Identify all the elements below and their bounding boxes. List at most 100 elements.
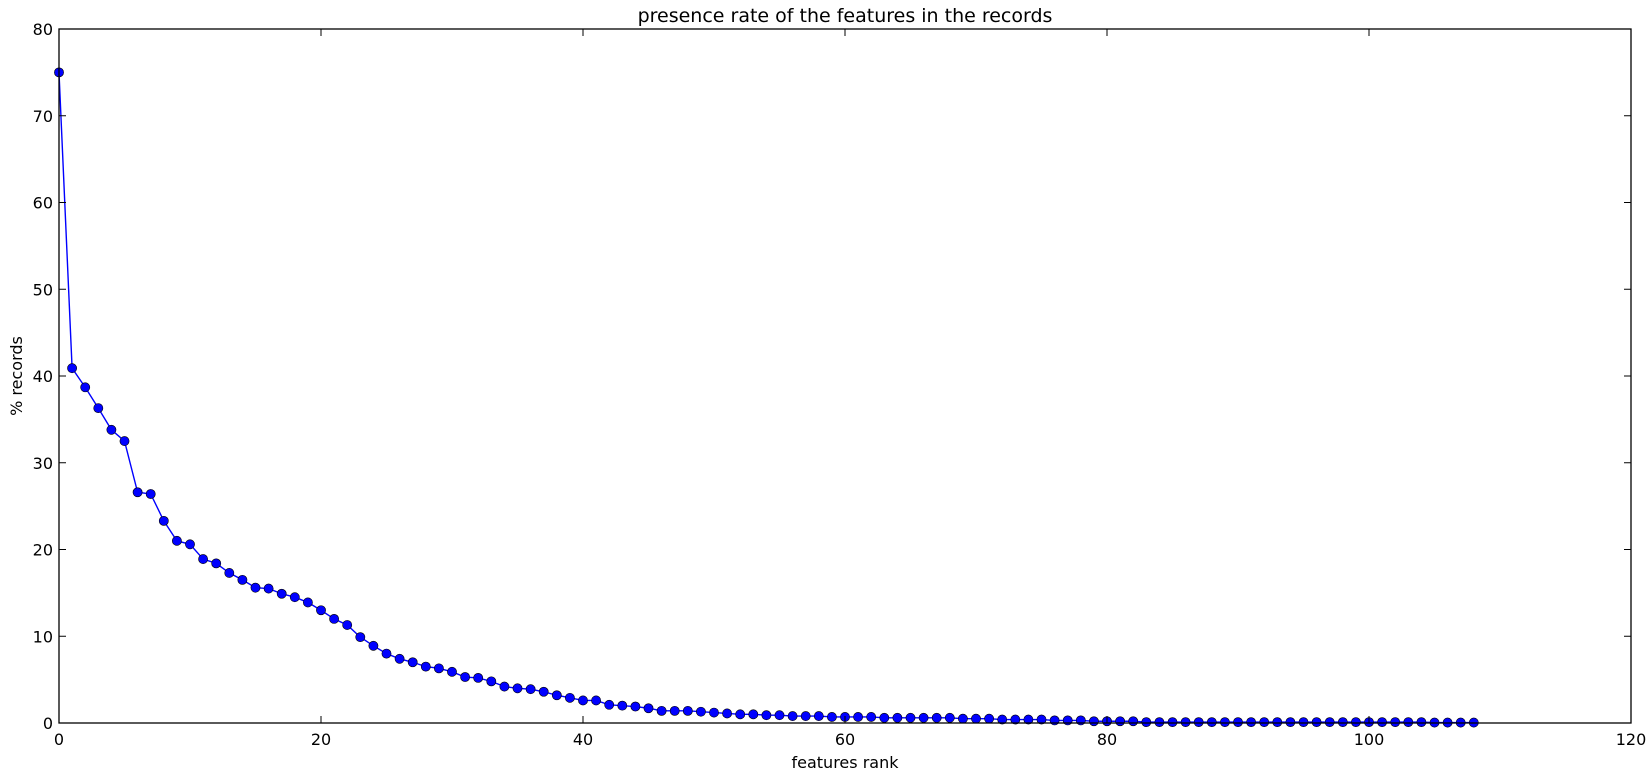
data-point [1180,717,1191,728]
data-point [984,713,994,724]
data-point [1324,717,1335,728]
y-tick-label: 20 [33,541,53,560]
data-point [1377,717,1387,728]
x-tick-label: 40 [573,730,593,749]
x-tick-label: 120 [1616,730,1647,749]
data-point [722,708,732,719]
data-point [250,582,261,593]
data-point [735,709,746,720]
data-point [1010,714,1021,725]
data-point [381,648,392,659]
data-point [879,712,890,723]
chart-title: presence rate of the features in the rec… [638,5,1053,27]
data-point [171,535,182,546]
data-point [696,706,706,717]
x-tick-label: 80 [1097,730,1117,749]
x-tick-label: 100 [1354,730,1385,749]
data-point [578,695,588,706]
data-point [1206,717,1217,728]
series-line [58,72,1474,724]
data-point [329,614,339,624]
data-point [132,487,143,498]
data-point [447,666,457,677]
data-point [1193,717,1204,728]
data-point [1390,717,1401,728]
data-point [604,699,615,710]
y-tick-label: 30 [33,454,53,473]
x-axis: 0 20 40 60 80 100 120 [54,29,1646,749]
data-point [1403,717,1414,728]
data-point [394,653,405,664]
data-point [93,403,104,413]
data-point [289,592,300,603]
data-point [944,712,955,723]
data-point [565,692,575,703]
data-point [211,558,222,569]
y-tick-label: 10 [33,627,53,646]
data-point [1220,717,1230,728]
data-point [302,597,313,608]
y-axis-label: % records [7,336,26,416]
data-point [1089,716,1099,727]
data-point [1337,717,1348,728]
data-point [1351,717,1361,728]
y-tick-label: 70 [33,107,53,126]
data-point [263,583,274,594]
data-point [224,568,235,578]
data-point [342,620,353,630]
data-point [591,695,601,706]
data-point [669,705,680,716]
data-point [486,676,497,687]
x-tick-label: 60 [835,730,855,749]
data-point [787,711,798,721]
data-point [1023,714,1034,725]
x-tick-label: 20 [311,730,331,749]
data-point [748,709,759,720]
data-point [643,703,654,714]
y-tick-label: 50 [33,280,53,299]
data-point [106,424,117,435]
data-point [1141,717,1152,728]
y-tick-label: 60 [33,194,53,213]
data-point [1285,717,1296,728]
data-point [80,382,91,393]
data-point [656,705,667,716]
data-point [512,683,523,694]
data-point [1272,717,1283,728]
data-point [1115,716,1125,727]
plot-area [54,67,1479,728]
data-point [971,713,981,724]
data-point [460,672,470,682]
y-tick-label: 0 [43,714,53,733]
data-point [1154,717,1165,728]
data-point [682,705,693,716]
data-point [1128,716,1139,727]
data-point [316,605,326,616]
data-point [237,574,248,585]
data-point [67,363,77,374]
data-point [1259,717,1270,728]
data-point [145,489,156,499]
data-point [853,712,863,722]
data-point [997,714,1008,725]
data-point [1416,717,1427,728]
data-point [617,700,628,711]
data-point [538,686,549,697]
data-point [1311,717,1322,728]
data-point [276,588,287,599]
data-point [407,657,418,668]
y-tick-label: 40 [33,367,53,386]
data-point [551,690,562,701]
data-point [1036,714,1047,725]
data-point [892,712,903,723]
data-point [918,712,929,723]
data-point [185,539,195,550]
data-point [1233,717,1243,728]
data-point [800,711,811,721]
data-point [866,712,877,722]
data-point [525,684,536,695]
data-point [355,632,366,643]
x-axis-label: features rank [792,753,900,772]
x-tick-label: 0 [54,730,64,749]
data-point [905,712,916,723]
